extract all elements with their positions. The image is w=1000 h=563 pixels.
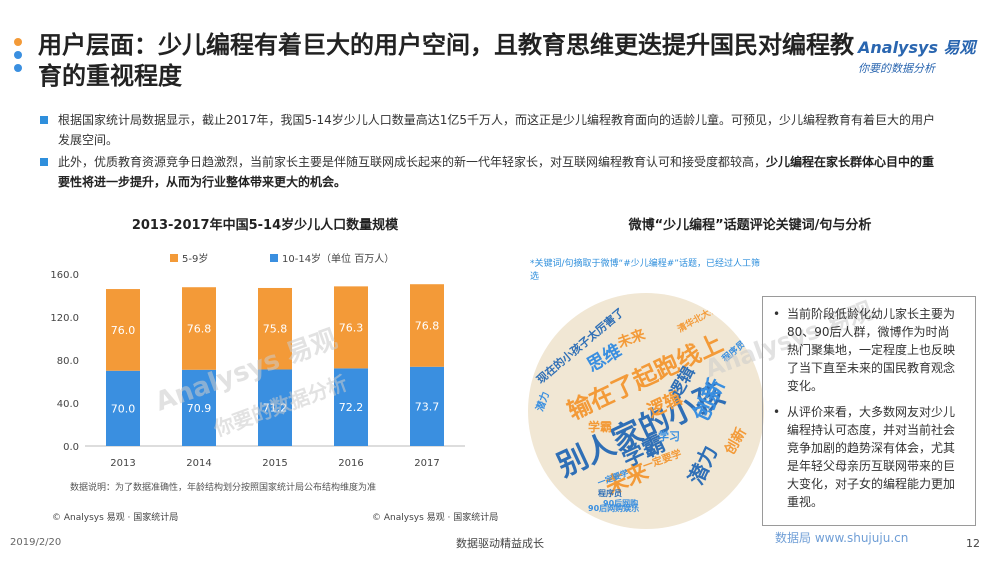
- data-label: 71.2: [263, 402, 288, 415]
- chart-note: 数据说明：为了数据准确性，年龄结构划分按照国家统计局公布结构维度为准: [70, 483, 377, 493]
- analysis-text: 当前阶段低龄化幼儿家长主要为80、90后人群，微博作为时尚热门聚集地，一定程度上…: [787, 307, 956, 393]
- bar-5-9: [258, 287, 292, 370]
- wordcloud-keyword: 90后网购娱乐: [588, 504, 640, 513]
- bullet-item: 此外，优质教育资源竞争日趋激烈，当前家长主要是伴随互联网成长起来的新一代年轻家长…: [40, 152, 940, 192]
- y-tick-label: 0.0: [63, 442, 79, 453]
- title-dots: [14, 38, 24, 77]
- chart-source-right: © Analysys 易观 · 国家统计局: [372, 513, 499, 523]
- wordcloud-keyword: 潜力: [683, 441, 723, 489]
- bar-10-14: [182, 369, 216, 446]
- analysis-box: • 当前阶段低龄化幼儿家长主要为80、90后人群，微博作为时尚热门聚集地，一定程度…: [762, 296, 976, 526]
- footer-slogan: 数据驱动精益成长: [456, 537, 544, 550]
- data-label: 76.8: [415, 319, 440, 332]
- legend-label: 5-9岁: [182, 252, 208, 265]
- bar-10-14: [106, 370, 140, 446]
- footer-watermark: 数据局 www.shujuju.cn: [775, 531, 909, 545]
- x-tick-label: 2014: [186, 458, 211, 469]
- intro-bullets: 根据国家统计局数据显示，截止2017年，我国5-14岁少儿人口数量高达1亿5千万…: [40, 110, 940, 194]
- x-tick-label: 2016: [338, 458, 363, 469]
- data-label: 76.3: [339, 321, 364, 334]
- population-bar-chart: 0.0 40.0 80.0 120.0 160.0 5-9岁 10-14岁（单位 百万人） 7…: [50, 252, 465, 469]
- legend-swatch: [270, 254, 278, 262]
- bar-5-9: [182, 287, 216, 370]
- wordcloud-keyword: 创新: [721, 425, 750, 458]
- wordcloud-keyword: 90后网购: [603, 499, 639, 508]
- bar-5-9: [334, 286, 368, 369]
- bar-10-14: [410, 366, 444, 446]
- footer-date: 2019/2/20: [10, 537, 62, 548]
- bar-5-9: [106, 289, 140, 371]
- x-tick-label: 2013: [110, 458, 135, 469]
- title-dot: [14, 51, 22, 59]
- data-label: 75.8: [263, 323, 288, 336]
- bullet-marker: [40, 158, 48, 166]
- wordcloud-keyword: 程序员: [598, 489, 622, 498]
- y-tick-label: 160.0: [50, 270, 79, 281]
- page-title: 用户层面：少儿编程有着巨大的用户空间，且教育思维更迭提升国民对编程教育的重视程度: [38, 31, 854, 90]
- data-label: 70.9: [187, 402, 212, 415]
- bullet-item: 根据国家统计局数据显示，截止2017年，我国5-14岁少儿人口数量高达1亿5千万…: [40, 110, 940, 150]
- wordcloud-keyword: 程序员未来: [720, 327, 762, 365]
- bullet-marker: [40, 116, 48, 124]
- y-tick-label: 120.0: [50, 313, 79, 324]
- analysis-item: • 当前阶段低龄化幼儿家长主要为80、90后人群，微博作为时尚热门聚集地，一定程度…: [763, 297, 975, 395]
- wordcloud-keyword: 学习: [658, 430, 680, 443]
- y-tick-label: 40.0: [57, 399, 79, 410]
- keyword-note: *关键词/句摘取于微博“#少儿编程#”话题，已经过人工筛选: [530, 259, 760, 282]
- data-label: 73.7: [415, 400, 440, 413]
- data-label: 70.0: [111, 402, 136, 415]
- logo-tagline: 你要的数据分析: [858, 62, 935, 75]
- data-label: 76.8: [187, 323, 212, 336]
- keyword-word-cloud: 别人家的小孩 输在了起跑线上 未来 学霸 潜力 创新 逻辑 思维 现在的小孩子太厉害了 90后网购…: [528, 293, 764, 529]
- title-dot: [14, 38, 22, 46]
- title-dot: [14, 64, 22, 72]
- bar-5-9: [410, 284, 444, 367]
- chart-title: 2013-2017年中国5-14岁少儿人口数量规模: [131, 218, 399, 233]
- analysis-text: 从评价来看，大多数网友对少儿编程持认可态度，并对当前社会竞争加剧的趋势深有体会，…: [787, 405, 956, 509]
- wordcloud-title: 微博“少儿编程”话题评论关键词/句与分析: [628, 218, 872, 233]
- data-label: 76.0: [111, 324, 136, 337]
- y-tick-label: 80.0: [57, 356, 79, 367]
- legend-label: 10-14岁（单位 百万人）: [282, 252, 394, 265]
- logo-brand: Analysys 易观: [858, 38, 976, 57]
- bullet-text: 此外，优质教育资源竞争日趋激烈，当前家长主要是伴随互联网成长起来的新一代年轻家长…: [58, 155, 935, 189]
- analysis-item: • 从评价来看，大多数网友对少儿编程持认可态度，并对当前社会竞争加剧的趋势深有体会…: [763, 395, 975, 511]
- x-tick-label: 2015: [262, 458, 287, 469]
- bar-10-14: [258, 369, 292, 446]
- wordcloud-keyword: 未来: [615, 326, 648, 352]
- page-number: 12: [966, 537, 980, 550]
- x-tick-label: 2017: [414, 458, 439, 469]
- wordcloud-keyword: 学霸: [588, 420, 613, 434]
- brand-logo: Analysys 易观 你要的数据分析: [858, 34, 988, 76]
- legend-swatch: [170, 254, 178, 262]
- data-label: 72.2: [339, 401, 364, 414]
- wordcloud-keyword: 潜力: [534, 390, 552, 414]
- bullet-text: 根据国家统计局数据显示，截止2017年，我国5-14岁少儿人口数量高达1亿5千万…: [58, 113, 936, 147]
- chart-source: © Analysys 易观 · 国家统计局: [52, 513, 179, 523]
- bar-10-14: [334, 368, 368, 446]
